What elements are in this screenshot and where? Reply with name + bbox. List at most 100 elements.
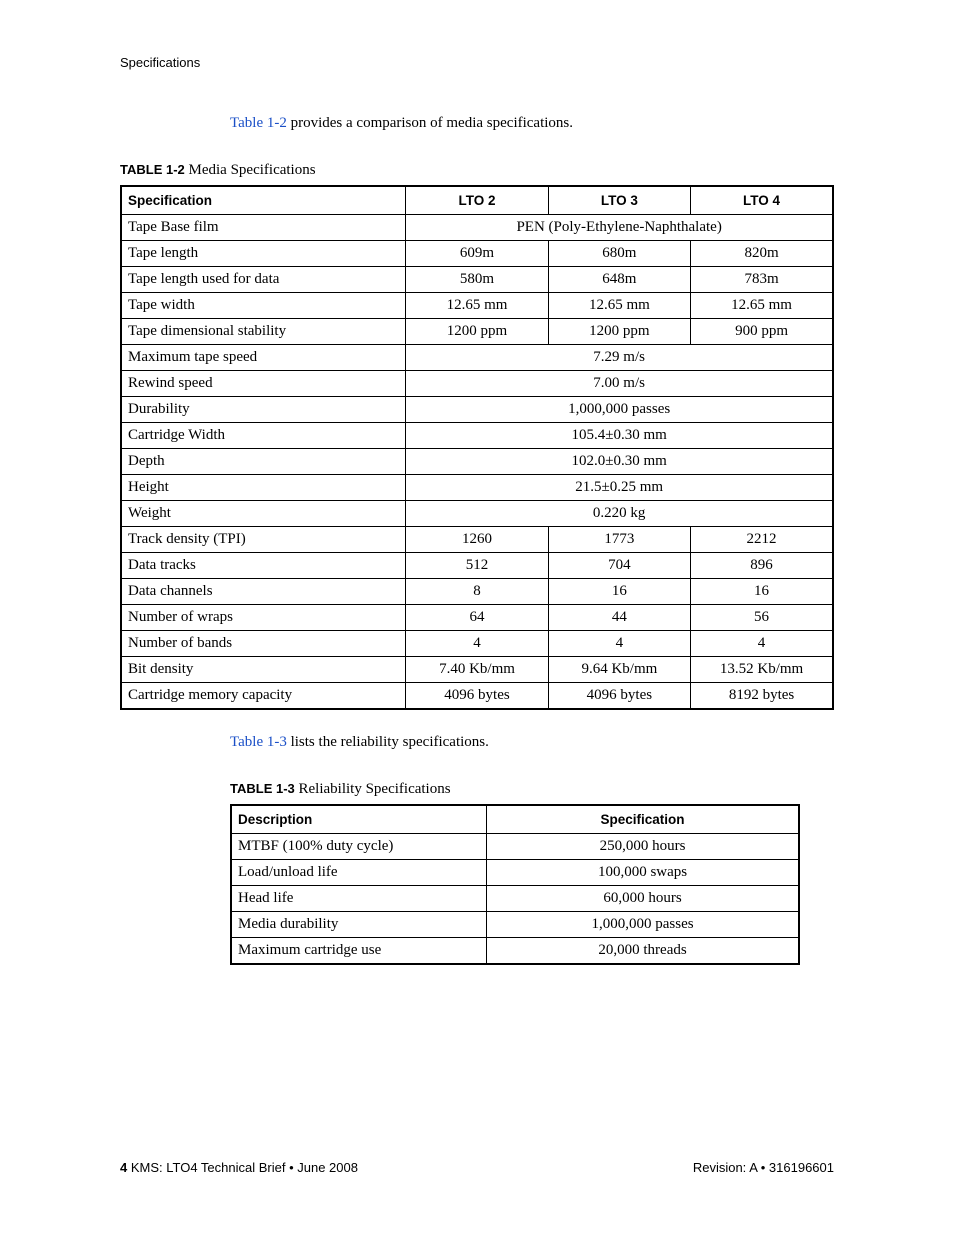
intro-rest: lists the reliability specifications. [287, 734, 489, 750]
value-cell: 1200 ppm [406, 319, 548, 345]
spec-cell: Tape dimensional stability [121, 319, 406, 345]
table-row: Data channels81616 [121, 579, 833, 605]
value-cell: 250,000 hours [487, 834, 799, 860]
value-cell: 60,000 hours [487, 886, 799, 912]
value-cell: Load/unload life [231, 860, 487, 886]
table-row: Tape width12.65 mm12.65 mm12.65 mm [121, 293, 833, 319]
spec-cell: Data channels [121, 579, 406, 605]
value-cell: MTBF (100% duty cycle) [231, 834, 487, 860]
table-ref-link[interactable]: Table 1-3 [230, 734, 287, 750]
table-2-caption: TABLE 1-3 Reliability Specifications [230, 781, 834, 798]
section-header: Specifications [120, 55, 834, 70]
value-cell: 7.40 Kb/mm [406, 657, 548, 683]
caption-text: Media Specifications [185, 162, 316, 178]
spec-cell: Tape width [121, 293, 406, 319]
value-cell: 783m [691, 267, 833, 293]
value-cell: 13.52 Kb/mm [691, 657, 833, 683]
value-cell: 900 ppm [691, 319, 833, 345]
caption-label: TABLE 1-2 [120, 162, 185, 177]
value-cell: Media durability [231, 912, 487, 938]
table-header: Specification [121, 186, 406, 215]
table-header: Specification [487, 805, 799, 834]
value-cell: 580m [406, 267, 548, 293]
value-cell: 0.220 kg [406, 501, 833, 527]
table-row: MTBF (100% duty cycle)250,000 hours [231, 834, 799, 860]
value-cell: 12.65 mm [691, 293, 833, 319]
page-footer: 4 KMS: LTO4 Technical Brief • June 2008 … [120, 1160, 834, 1175]
spec-cell: Number of bands [121, 631, 406, 657]
value-cell: 9.64 Kb/mm [548, 657, 690, 683]
value-cell: 21.5±0.25 mm [406, 475, 833, 501]
value-cell: 8 [406, 579, 548, 605]
intro-rest: provides a comparison of media specifica… [287, 115, 573, 131]
table-row: Tape length used for data580m648m783m [121, 267, 833, 293]
value-cell: 7.00 m/s [406, 371, 833, 397]
table-header: LTO 4 [691, 186, 833, 215]
value-cell: 2212 [691, 527, 833, 553]
value-cell: 16 [548, 579, 690, 605]
table-row: Data tracks512704896 [121, 553, 833, 579]
table-header: LTO 2 [406, 186, 548, 215]
spec-cell: Cartridge memory capacity [121, 683, 406, 710]
value-cell: 609m [406, 241, 548, 267]
table-row: Load/unload life100,000 swaps [231, 860, 799, 886]
table-header: LTO 3 [548, 186, 690, 215]
table-row: Depth102.0±0.30 mm [121, 449, 833, 475]
table-row: Cartridge Width105.4±0.30 mm [121, 423, 833, 449]
spec-cell: Weight [121, 501, 406, 527]
value-cell: 12.65 mm [548, 293, 690, 319]
value-cell: 704 [548, 553, 690, 579]
value-cell: 44 [548, 605, 690, 631]
spec-cell: Tape Base film [121, 215, 406, 241]
table-row: Tape dimensional stability1200 ppm1200 p… [121, 319, 833, 345]
table-row: Number of wraps644456 [121, 605, 833, 631]
intro-text-2: Table 1-3 lists the reliability specific… [230, 734, 834, 751]
table-row: Tape Base filmPEN (Poly-Ethylene-Naphtha… [121, 215, 833, 241]
value-cell: 4 [406, 631, 548, 657]
table-row: Maximum tape speed7.29 m/s [121, 345, 833, 371]
table-row: Number of bands444 [121, 631, 833, 657]
value-cell: 16 [691, 579, 833, 605]
spec-cell: Number of wraps [121, 605, 406, 631]
value-cell: 20,000 threads [487, 938, 799, 965]
value-cell: 648m [548, 267, 690, 293]
value-cell: 102.0±0.30 mm [406, 449, 833, 475]
value-cell: 512 [406, 553, 548, 579]
table-row: Durability1,000,000 passes [121, 397, 833, 423]
spec-cell: Height [121, 475, 406, 501]
value-cell: 100,000 swaps [487, 860, 799, 886]
spec-cell: Depth [121, 449, 406, 475]
spec-cell: Track density (TPI) [121, 527, 406, 553]
spec-cell: Tape length [121, 241, 406, 267]
value-cell: 56 [691, 605, 833, 631]
value-cell: 4 [691, 631, 833, 657]
table-row: Weight0.220 kg [121, 501, 833, 527]
footer-right: Revision: A • 316196601 [693, 1160, 834, 1175]
spec-cell: Durability [121, 397, 406, 423]
table-row: Bit density7.40 Kb/mm9.64 Kb/mm13.52 Kb/… [121, 657, 833, 683]
spec-cell: Data tracks [121, 553, 406, 579]
value-cell: Maximum cartridge use [231, 938, 487, 965]
table-row: Rewind speed7.00 m/s [121, 371, 833, 397]
table-row: Tape length609m680m820m [121, 241, 833, 267]
value-cell: 4096 bytes [406, 683, 548, 710]
table-row: Head life60,000 hours [231, 886, 799, 912]
value-cell: 64 [406, 605, 548, 631]
caption-label: TABLE 1-3 [230, 781, 295, 796]
table-row: Height21.5±0.25 mm [121, 475, 833, 501]
table-row: Maximum cartridge use20,000 threads [231, 938, 799, 965]
reliability-spec-table: DescriptionSpecification MTBF (100% duty… [230, 804, 800, 965]
value-cell: 8192 bytes [691, 683, 833, 710]
intro-text-1: Table 1-2 provides a comparison of media… [230, 115, 834, 132]
value-cell: PEN (Poly-Ethylene-Naphthalate) [406, 215, 833, 241]
value-cell: 1773 [548, 527, 690, 553]
value-cell: 7.29 m/s [406, 345, 833, 371]
value-cell: 1200 ppm [548, 319, 690, 345]
value-cell: 896 [691, 553, 833, 579]
value-cell: 1,000,000 passes [487, 912, 799, 938]
value-cell: 820m [691, 241, 833, 267]
table-1-caption: TABLE 1-2 Media Specifications [120, 162, 834, 179]
table-header: Description [231, 805, 487, 834]
spec-cell: Rewind speed [121, 371, 406, 397]
table-ref-link[interactable]: Table 1-2 [230, 115, 287, 131]
